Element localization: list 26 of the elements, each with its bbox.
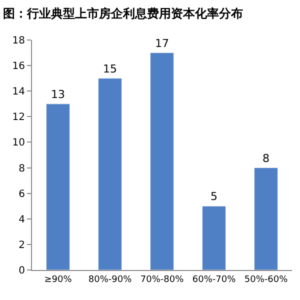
chart-title: 图：行业典型上市房企利息费用资本化率分布 [3, 6, 243, 20]
x-tick-label: 80%-90% [88, 274, 132, 285]
y-tick-label: 0 [18, 266, 25, 276]
y-tick-label: 18 [12, 36, 25, 46]
y-tick-label: 14 [12, 86, 25, 98]
y-tick-label: 16 [12, 61, 25, 72]
x-tick-label: 60%-70% [192, 274, 236, 285]
y-tick-label: 12 [12, 112, 25, 124]
y-tick-label: 8 [18, 163, 25, 174]
x-tick-label: ≥90% [44, 274, 72, 285]
x-tick-label: 50%-60% [244, 274, 288, 285]
data-label: 5 [210, 190, 218, 204]
data-label: 13 [51, 88, 65, 101]
bar [254, 168, 278, 270]
bar [98, 78, 122, 270]
bar [46, 104, 70, 270]
y-tick-label: 4 [18, 214, 25, 226]
data-label: 17 [155, 36, 169, 50]
x-tick-label: 70%-80% [140, 274, 184, 285]
bar [202, 206, 226, 270]
bar [150, 52, 174, 270]
y-tick-label: 6 [18, 188, 25, 200]
data-label: 15 [103, 62, 117, 76]
y-tick-label: 10 [12, 138, 25, 149]
data-label: 8 [262, 152, 270, 165]
y-tick-label: 2 [18, 240, 25, 251]
